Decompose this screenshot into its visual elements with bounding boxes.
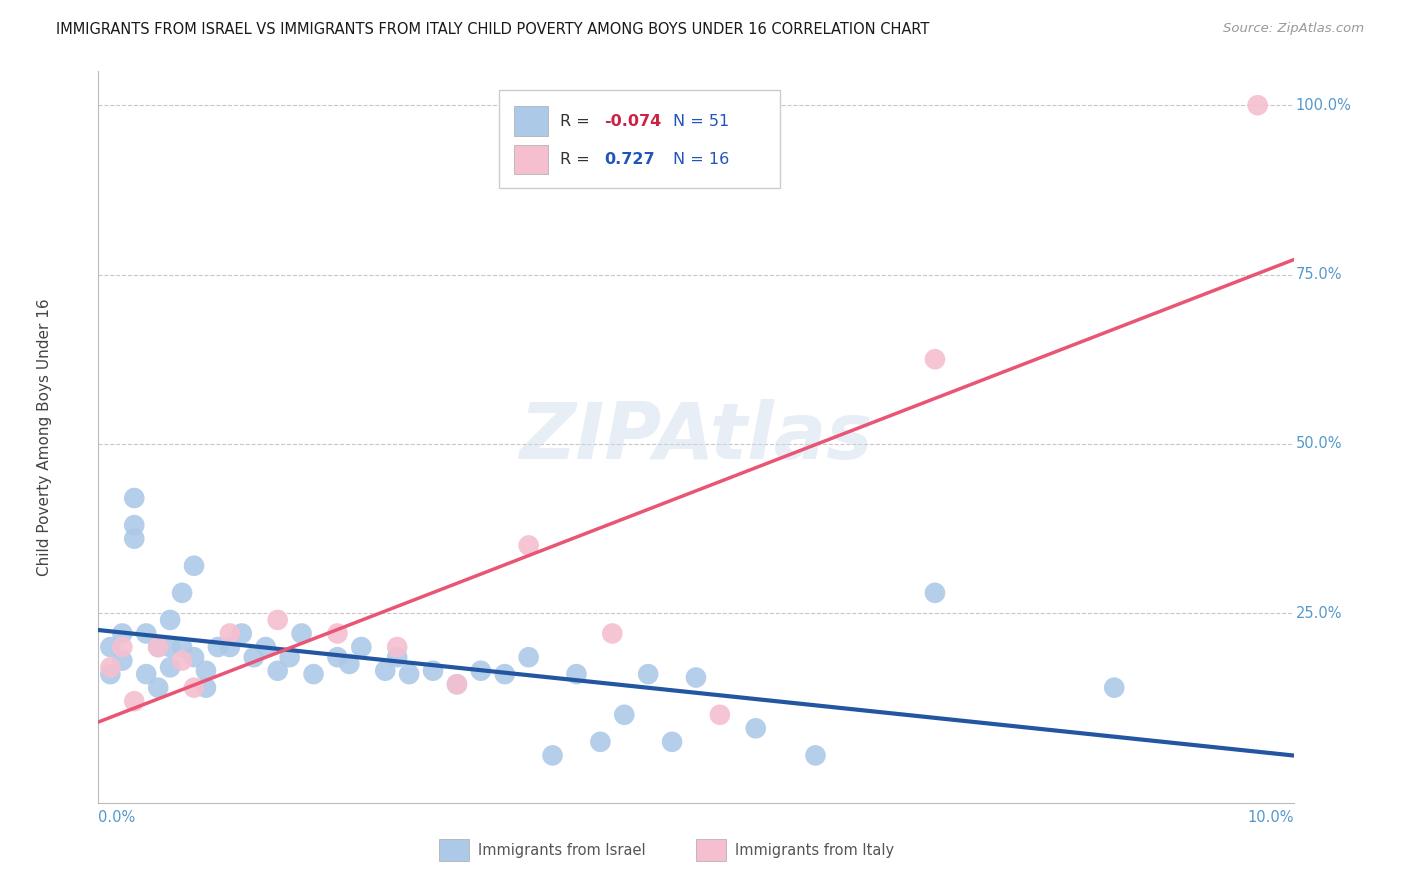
FancyBboxPatch shape <box>696 839 725 862</box>
Point <box>422 664 444 678</box>
Text: 0.727: 0.727 <box>605 152 655 167</box>
Point <box>374 664 396 678</box>
Point <box>267 664 290 678</box>
Point <box>111 626 134 640</box>
Point <box>326 650 349 665</box>
Point <box>350 640 373 654</box>
Point <box>494 667 516 681</box>
Point <box>159 613 181 627</box>
Text: 0.0%: 0.0% <box>98 810 135 824</box>
Point <box>446 677 468 691</box>
Point <box>219 640 242 654</box>
Point <box>602 626 624 640</box>
Text: 100.0%: 100.0% <box>1296 98 1351 112</box>
Text: 75.0%: 75.0% <box>1296 267 1343 282</box>
Text: -0.074: -0.074 <box>605 113 661 128</box>
Point <box>98 640 122 654</box>
Point <box>302 667 325 681</box>
Point <box>267 613 290 627</box>
Point <box>326 626 349 640</box>
Point <box>172 654 194 668</box>
Text: 25.0%: 25.0% <box>1296 606 1343 621</box>
Point <box>924 352 946 367</box>
Point <box>124 694 146 708</box>
FancyBboxPatch shape <box>515 106 548 136</box>
Point <box>111 640 134 654</box>
FancyBboxPatch shape <box>515 145 548 174</box>
Text: N = 16: N = 16 <box>673 152 730 167</box>
Point <box>124 532 146 546</box>
Point <box>278 650 301 665</box>
Text: Immigrants from Italy: Immigrants from Italy <box>735 843 894 858</box>
Point <box>1247 98 1270 112</box>
Point <box>135 667 157 681</box>
Text: Child Poverty Among Boys Under 16: Child Poverty Among Boys Under 16 <box>37 298 52 576</box>
Text: ZIPAtlas: ZIPAtlas <box>519 399 873 475</box>
Point <box>685 671 707 685</box>
Point <box>148 640 170 654</box>
Point <box>589 735 612 749</box>
Point <box>207 640 229 654</box>
Point <box>195 664 218 678</box>
Point <box>565 667 588 681</box>
Text: Immigrants from Israel: Immigrants from Israel <box>478 843 647 858</box>
Text: Source: ZipAtlas.com: Source: ZipAtlas.com <box>1223 22 1364 36</box>
Point <box>613 707 636 722</box>
Point <box>111 654 134 668</box>
Text: 10.0%: 10.0% <box>1247 810 1294 824</box>
Point <box>637 667 659 681</box>
FancyBboxPatch shape <box>499 90 780 188</box>
Point <box>385 650 409 665</box>
Point <box>148 640 170 654</box>
Text: R =: R = <box>560 152 595 167</box>
Point <box>804 748 827 763</box>
Point <box>339 657 361 671</box>
Point <box>231 626 253 640</box>
Text: N = 51: N = 51 <box>673 113 730 128</box>
Point <box>183 650 205 665</box>
Point <box>98 660 122 674</box>
Point <box>446 677 468 691</box>
Point <box>385 640 409 654</box>
Point <box>124 518 146 533</box>
Point <box>124 491 146 505</box>
Point <box>661 735 683 749</box>
Point <box>254 640 277 654</box>
Point <box>541 748 564 763</box>
Point <box>183 681 205 695</box>
Point <box>148 681 170 695</box>
Point <box>398 667 420 681</box>
Point <box>1104 681 1126 695</box>
Point <box>219 626 242 640</box>
Point <box>745 721 768 735</box>
Point <box>195 681 218 695</box>
Point <box>243 650 266 665</box>
Point <box>172 640 194 654</box>
Point <box>517 538 540 552</box>
Point <box>159 660 181 674</box>
FancyBboxPatch shape <box>439 839 470 862</box>
Point <box>135 626 157 640</box>
Text: 50.0%: 50.0% <box>1296 436 1343 451</box>
Text: IMMIGRANTS FROM ISRAEL VS IMMIGRANTS FROM ITALY CHILD POVERTY AMONG BOYS UNDER 1: IMMIGRANTS FROM ISRAEL VS IMMIGRANTS FRO… <box>56 22 929 37</box>
Point <box>172 586 194 600</box>
Point <box>183 558 205 573</box>
Point <box>98 667 122 681</box>
Point <box>159 640 181 654</box>
Point <box>924 586 946 600</box>
Point <box>517 650 540 665</box>
Point <box>470 664 492 678</box>
Point <box>709 707 731 722</box>
Text: R =: R = <box>560 113 595 128</box>
Point <box>291 626 314 640</box>
